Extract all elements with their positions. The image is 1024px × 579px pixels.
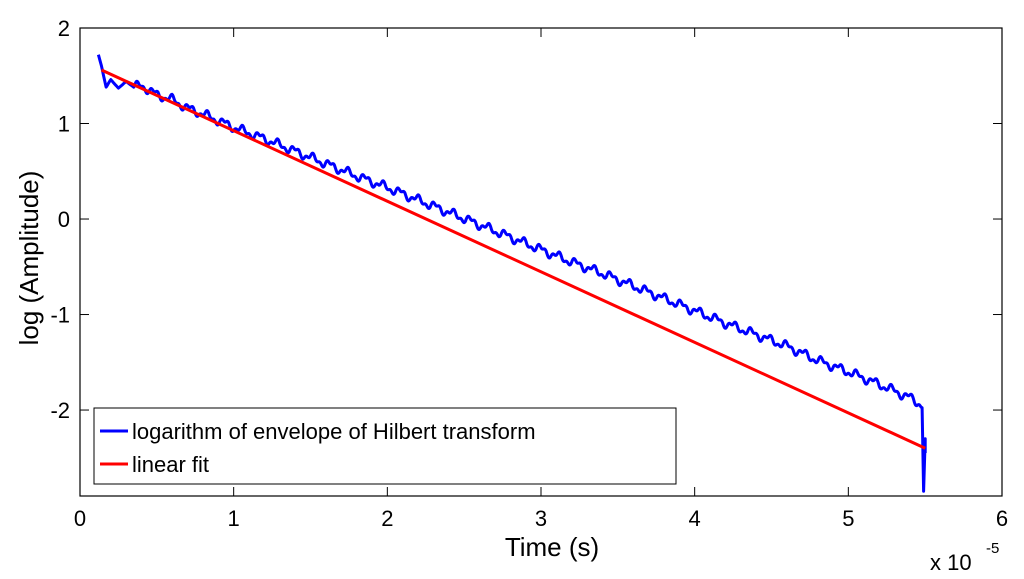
x-tick-label: 4 <box>689 506 701 531</box>
x-axis-label: Time (s) <box>505 532 599 562</box>
x-tick-label: 5 <box>842 506 854 531</box>
series-layer <box>96 54 927 493</box>
x-tick-label: 3 <box>535 506 547 531</box>
y-tick-label: -2 <box>50 398 70 423</box>
y-tick-label: 2 <box>58 16 70 41</box>
y-tick-label: -1 <box>50 303 70 328</box>
x-tick-label: 1 <box>228 506 240 531</box>
x-multiplier-exponent: -5 <box>986 540 999 557</box>
series-line-linear-fit <box>100 68 926 450</box>
x-multiplier: x 10 -5 <box>930 540 999 575</box>
legend-box <box>93 407 677 485</box>
y-axis-label: log (Amplitude) <box>14 171 44 346</box>
legend: logarithm of envelope of Hilbert transfo… <box>93 407 677 485</box>
y-tick-label: 0 <box>58 207 70 232</box>
axis-ticks <box>79 27 1003 496</box>
x-tick-label: 2 <box>381 506 393 531</box>
x-multiplier-label: x 10 <box>930 550 972 575</box>
y-tick-label: 1 <box>58 112 70 137</box>
tick-labels: 0 1 2 3 4 5 6 -2 -1 0 1 2 <box>50 16 1008 531</box>
x-tick-label: 0 <box>74 506 86 531</box>
x-tick-label: 6 <box>996 506 1008 531</box>
legend-label-envelope: logarithm of envelope of Hilbert transfo… <box>132 419 536 444</box>
legend-label-linear-fit: linear fit <box>132 452 209 477</box>
series-line-envelope <box>96 54 927 493</box>
